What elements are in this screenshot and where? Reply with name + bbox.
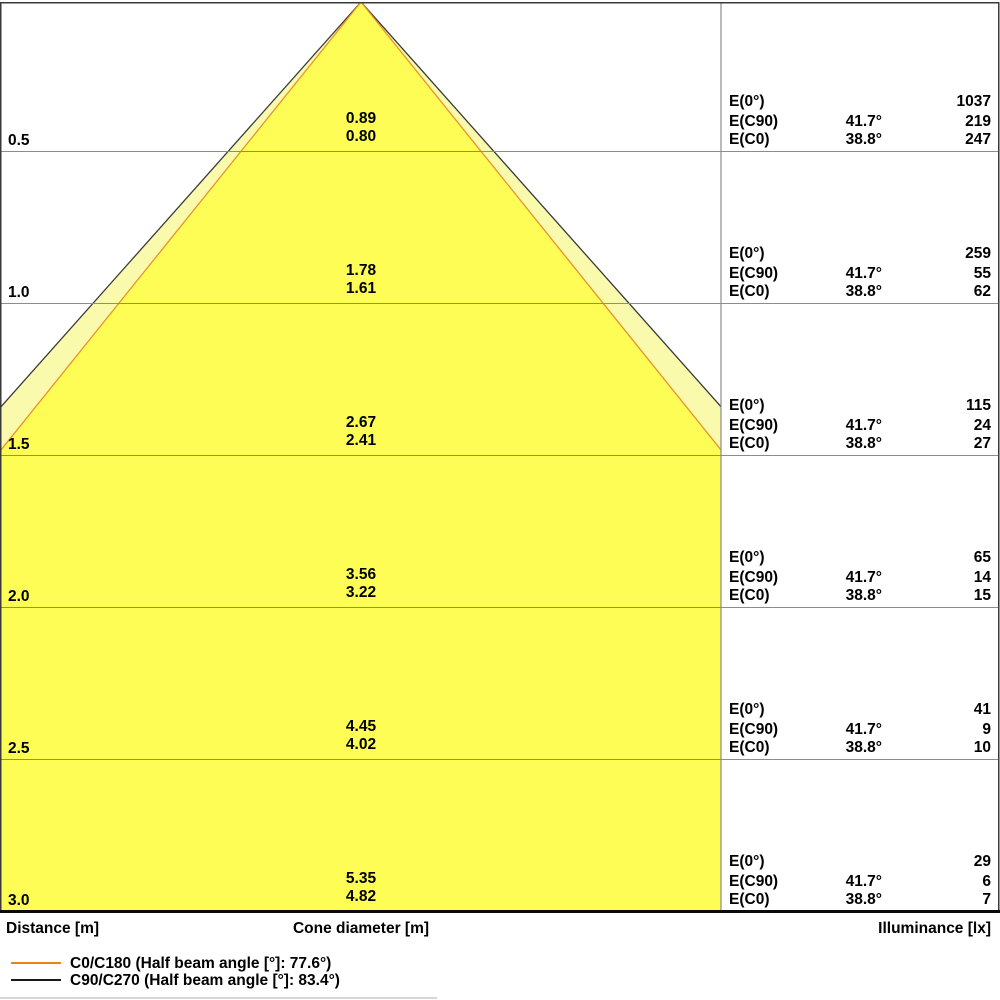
cone-diameter-c0-value: 4.02 <box>345 735 377 753</box>
cone-diameter-c0-value: 0.80 <box>345 127 377 145</box>
ec90-angle: 41.7° <box>845 872 882 890</box>
e0-label: E(0°) <box>729 548 765 566</box>
ec0-label: E(C0) <box>729 586 770 604</box>
ec90-label: E(C90) <box>729 568 779 586</box>
ec0-value: 27 <box>973 434 991 452</box>
gridlines <box>1 151 999 760</box>
ec0-value: 10 <box>973 738 991 756</box>
distance-label: 1.0 <box>8 283 30 301</box>
distance-axis-label: Distance [m] <box>6 920 100 937</box>
e0-label: E(0°) <box>729 244 765 262</box>
ec0-label: E(C0) <box>729 130 770 148</box>
ec90-label: E(C90) <box>729 264 779 282</box>
cone-diameter-c90-value: 0.89 <box>345 109 377 127</box>
ec90-label: E(C90) <box>729 112 779 130</box>
cone-diameter-c90-value: 4.45 <box>345 717 377 735</box>
cone-diameter-c90-value: 3.56 <box>345 565 377 583</box>
cone-diameter-axis-label: Cone diameter [m] <box>292 920 430 937</box>
legend-line-c90-icon <box>11 979 61 981</box>
ec90-label: E(C90) <box>729 872 779 890</box>
distance-label: 2.0 <box>8 587 30 605</box>
ec0-value: 7 <box>982 890 991 908</box>
ec90-value: 9 <box>982 720 991 738</box>
cone-diameter-c0-value: 3.22 <box>345 583 377 601</box>
distance-label: 3.0 <box>8 891 30 909</box>
e0-label: E(0°) <box>729 852 765 870</box>
ec0-angle: 38.8° <box>845 434 882 452</box>
ec90-value: 6 <box>982 872 991 890</box>
ec90-value: 55 <box>973 264 991 282</box>
ec0-angle: 38.8° <box>845 586 882 604</box>
ec90-value: 219 <box>965 112 991 130</box>
illuminance-axis-label: Illuminance [lx] <box>878 920 991 937</box>
ec0-angle: 38.8° <box>845 890 882 908</box>
ec0-label: E(C0) <box>729 434 770 452</box>
e0-value: 29 <box>973 852 991 870</box>
ec0-value: 247 <box>965 130 991 148</box>
cone-diameter-c90-value: 5.35 <box>345 869 377 887</box>
ec90-angle: 41.7° <box>845 112 882 130</box>
distance-label: 0.5 <box>8 131 30 149</box>
distance-label: 1.5 <box>8 435 30 453</box>
bottom-partial-bar <box>0 997 437 999</box>
ec90-value: 24 <box>973 416 991 434</box>
ec0-label: E(C0) <box>729 282 770 300</box>
ec0-angle: 38.8° <box>845 130 882 148</box>
ec90-value: 14 <box>973 568 991 586</box>
e0-value: 115 <box>965 396 991 414</box>
ec90-angle: 41.7° <box>845 568 882 586</box>
e0-value: 65 <box>973 548 991 566</box>
e0-value: 41 <box>973 700 991 718</box>
ec90-angle: 41.7° <box>845 416 882 434</box>
e0-value: 259 <box>965 244 991 262</box>
cone-diameter-c0-value: 4.82 <box>345 887 377 905</box>
ec0-angle: 38.8° <box>845 738 882 756</box>
e0-label: E(0°) <box>729 396 765 414</box>
legend-label-c90: C90/C270 (Half beam angle [°]: 83.4°) <box>70 972 340 989</box>
ec90-label: E(C90) <box>729 720 779 738</box>
ec90-angle: 41.7° <box>845 720 882 738</box>
ec0-label: E(C0) <box>729 738 770 756</box>
legend-line-c0-icon <box>11 962 61 964</box>
ec90-angle: 41.7° <box>845 264 882 282</box>
ec0-value: 15 <box>973 586 991 604</box>
cone-diameter-c90-value: 1.78 <box>345 261 377 279</box>
e0-value: 1037 <box>956 92 991 110</box>
cone-c0-inner <box>1 2 721 912</box>
e0-label: E(0°) <box>729 92 765 110</box>
ec0-value: 62 <box>973 282 991 300</box>
e0-label: E(0°) <box>729 700 765 718</box>
ec0-angle: 38.8° <box>845 282 882 300</box>
cone-diameter-c0-value: 1.61 <box>345 279 377 297</box>
cone-diameter-c90-value: 2.67 <box>345 413 377 431</box>
legend-label-c0: C0/C180 (Half beam angle [°]: 77.6°) <box>70 955 332 972</box>
ec0-label: E(C0) <box>729 890 770 908</box>
ec90-label: E(C90) <box>729 416 779 434</box>
distance-label: 2.5 <box>8 739 30 757</box>
cone-diameter-c0-value: 2.41 <box>345 431 377 449</box>
